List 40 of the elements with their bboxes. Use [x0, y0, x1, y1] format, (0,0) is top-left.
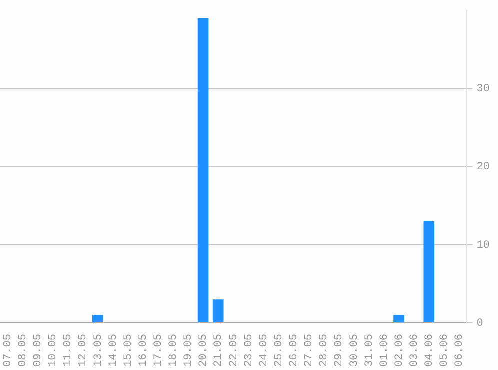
x-tick-label: 23.05 — [243, 334, 256, 368]
x-tick-label: 01.06 — [378, 334, 391, 368]
x-tick-label: 14.05 — [108, 334, 120, 368]
x-tick-label: 29.05 — [334, 334, 346, 368]
x-tick-label: 08.05 — [17, 334, 30, 368]
y-tick-label: 0 — [476, 318, 484, 330]
x-tick-label: 15.05 — [122, 334, 135, 368]
x-tick-label: 20.05 — [198, 334, 210, 368]
x-tick-label: 30.05 — [348, 334, 361, 368]
bar — [424, 221, 435, 322]
x-tick-label: 06.06 — [454, 334, 466, 368]
x-tick-label: 19.05 — [183, 334, 196, 368]
y-tick-label: 30 — [476, 84, 490, 96]
x-tick-label: 21.05 — [213, 334, 226, 368]
x-tick-label: 09.05 — [32, 334, 45, 368]
x-tick-label: 04.06 — [424, 334, 436, 368]
x-tick-label: 18.05 — [168, 334, 180, 368]
x-tick-label: 28.05 — [318, 334, 331, 368]
bar — [92, 315, 104, 322]
bar — [212, 300, 224, 322]
x-tick-label: 31.05 — [364, 334, 376, 368]
x-tick-label: 05.06 — [439, 334, 452, 368]
x-tick-label: 03.06 — [409, 334, 421, 368]
x-tick-label: 27.05 — [304, 334, 316, 368]
x-tick-label: 24.05 — [258, 334, 270, 368]
x-tick-label: 12.05 — [78, 334, 90, 368]
x-tick-label: 25.05 — [273, 334, 286, 368]
x-tick-label: 10.05 — [48, 334, 60, 368]
bar — [394, 315, 404, 322]
x-tick-label: 11.05 — [62, 334, 75, 368]
x-tick-label: 26.05 — [288, 334, 301, 368]
x-tick-label: 07.05 — [2, 334, 14, 368]
x-tick-label: 22.05 — [228, 334, 240, 368]
bar — [198, 18, 209, 322]
y-tick-label: 10 — [476, 240, 490, 252]
x-tick-label: 13.05 — [92, 334, 105, 368]
x-tick-label: 02.06 — [394, 334, 406, 368]
x-tick-label: 17.05 — [153, 334, 166, 368]
y-tick-label: 20 — [476, 162, 490, 174]
x-tick-label: 16.05 — [138, 334, 150, 368]
